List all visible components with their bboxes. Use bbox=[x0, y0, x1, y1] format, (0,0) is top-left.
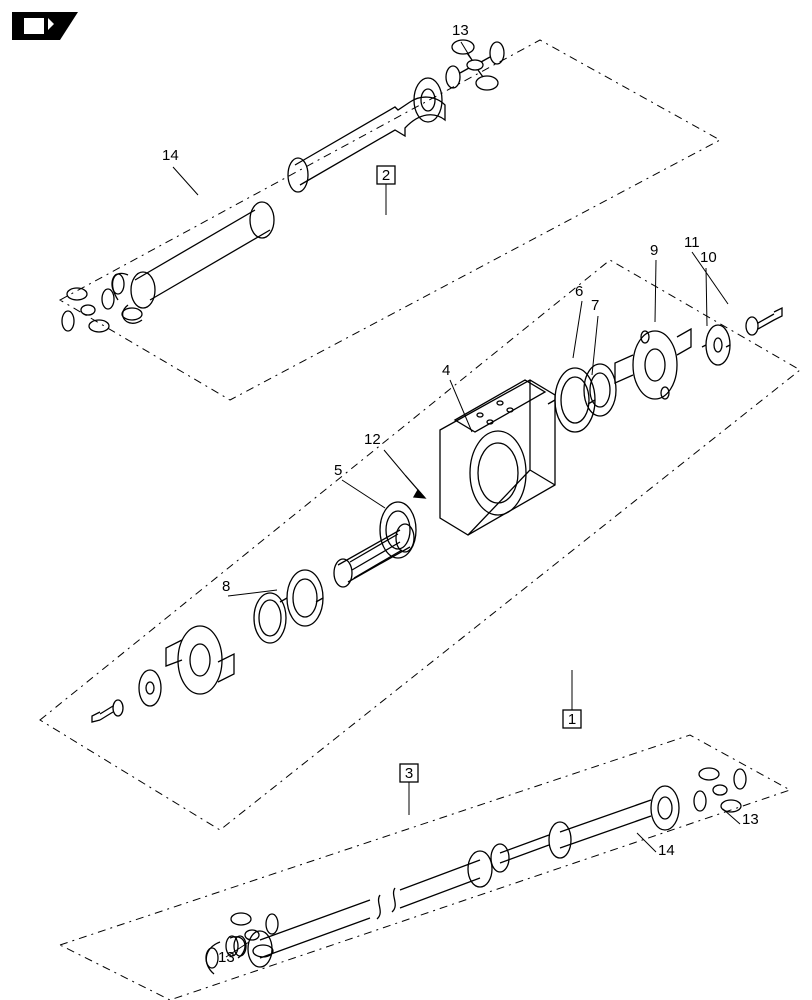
callout-9: 9 bbox=[650, 242, 658, 259]
part-11-bolt bbox=[746, 308, 782, 335]
part-washer-left bbox=[139, 670, 161, 706]
callout-7: 7 bbox=[591, 297, 599, 314]
page-icon bbox=[12, 12, 78, 40]
part-13-ujoint-lower-right bbox=[694, 768, 746, 812]
callout-11: 11 bbox=[684, 234, 700, 251]
callout-13-b: 13 bbox=[742, 811, 759, 828]
part-12-arrow bbox=[405, 475, 425, 498]
callout-4: 4 bbox=[442, 362, 450, 379]
group-3-outline bbox=[60, 735, 790, 1000]
group-box-3: 3 bbox=[400, 764, 418, 815]
part-13-ujoint-upper-left bbox=[62, 288, 114, 332]
group-box-1: 1 bbox=[563, 670, 581, 728]
callout-13-c: 13 bbox=[218, 949, 235, 966]
callout-5: 5 bbox=[334, 462, 342, 479]
callout-8: 8 bbox=[222, 578, 230, 595]
callout-10: 10 bbox=[700, 249, 717, 266]
part-9-flange-yoke bbox=[615, 329, 691, 399]
callouts: 4 5 6 7 8 9 10 11 12 13 13 13 14 14 bbox=[162, 22, 759, 966]
callout-14-a: 14 bbox=[162, 147, 179, 164]
part-shaft-yoke-upper-right bbox=[288, 78, 445, 192]
group-boundaries bbox=[40, 40, 800, 1000]
part-7-bearing-right bbox=[584, 364, 616, 416]
part-flange-yoke-left bbox=[166, 626, 234, 694]
parts bbox=[62, 40, 782, 974]
part-14-tube-upper bbox=[112, 202, 274, 323]
part-bolt-left bbox=[92, 700, 123, 722]
group-label-3: 3 bbox=[405, 765, 413, 782]
group-label-1: 1 bbox=[568, 711, 576, 728]
group-box-2: 2 bbox=[377, 166, 395, 215]
callout-14-b: 14 bbox=[658, 842, 675, 859]
part-13-ujoint-top-right bbox=[446, 40, 504, 90]
group-label-boxes: 1 2 3 bbox=[377, 166, 581, 815]
callout-12: 12 bbox=[364, 431, 381, 448]
group-label-2: 2 bbox=[382, 167, 390, 184]
part-stub-shaft bbox=[334, 524, 414, 587]
callout-leaders bbox=[173, 42, 740, 957]
part-long-tube bbox=[248, 851, 492, 967]
callout-6: 6 bbox=[575, 283, 583, 300]
part-4-housing bbox=[440, 380, 555, 535]
group-2-outline bbox=[60, 40, 720, 400]
callout-13-a: 13 bbox=[452, 22, 469, 39]
exploded-view-drawing: 1 2 3 bbox=[0, 0, 812, 1000]
part-ring-left-thin bbox=[254, 593, 286, 643]
group-1-outline bbox=[40, 260, 800, 830]
part-10-washer bbox=[702, 325, 730, 365]
